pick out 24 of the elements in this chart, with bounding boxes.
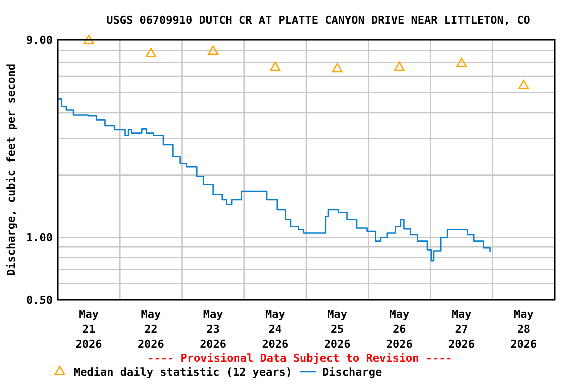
x-tick-label: May 22 2026 — [138, 308, 165, 351]
y-axis-title: Discharge, cubic feet per second — [5, 64, 18, 276]
point — [270, 62, 281, 72]
text: ---- Provisional Data Subject to Revision ---- — [148, 352, 452, 365]
y-tick-label: 0.50 — [26, 294, 53, 307]
legend-label: Median daily statistic (12 years) — [74, 366, 293, 379]
point — [456, 58, 468, 68]
x-tick-label: May 21 2026 — [76, 308, 103, 351]
x-tick-label: May 26 2026 — [386, 308, 414, 351]
point — [518, 80, 530, 90]
y-tick-label: 9.00 — [26, 34, 53, 47]
legend-label: Discharge — [322, 366, 383, 379]
point — [208, 46, 219, 56]
point — [394, 62, 405, 72]
chart-title: USGS 06709910 DUTCH CR AT PLATTE CANYON DRIVE NEAR LITTLETON, CO — [106, 14, 531, 27]
x-tick-label: May 25 2026 — [324, 308, 352, 351]
x-tick-label: May 27 2026 — [448, 308, 476, 351]
point — [332, 63, 343, 73]
point — [84, 35, 94, 44]
y-tick-label: 1.00 — [26, 232, 53, 245]
x-tick-label: May 23 2026 — [200, 308, 227, 351]
point — [146, 48, 156, 58]
x-tick-label: May 24 2026 — [262, 308, 290, 351]
x-tick-label: May 28 2026 — [510, 308, 538, 351]
